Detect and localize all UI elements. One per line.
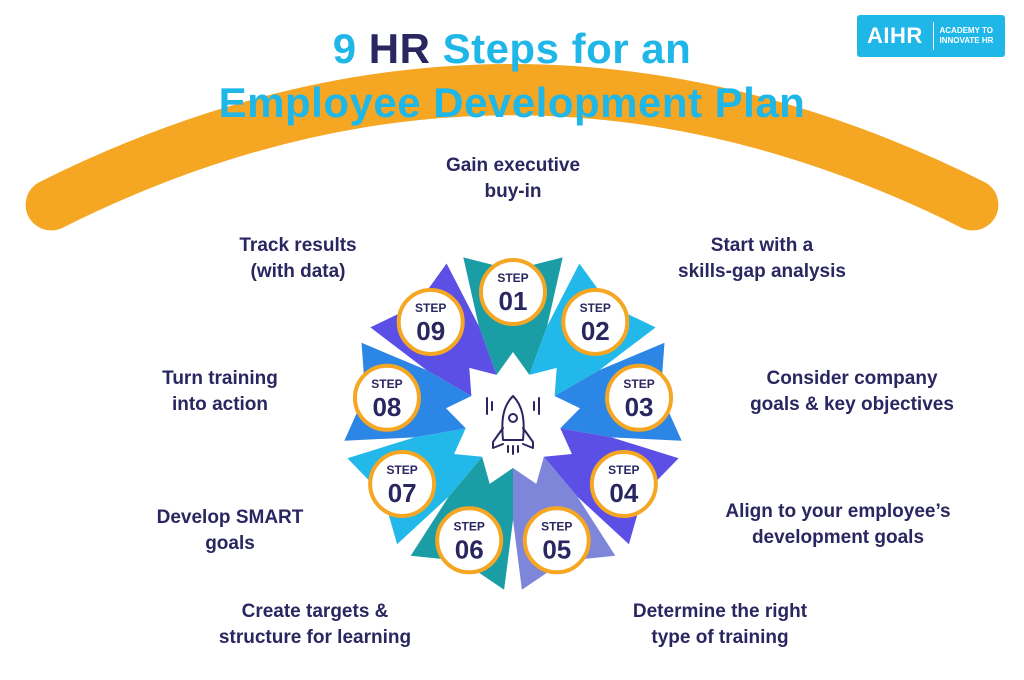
step-04-line-1: Align to your employee’s [725, 501, 951, 522]
step-09-label: Track results (with data) [198, 233, 398, 285]
logo-tagline-2: INNOVATE HR [939, 36, 994, 45]
logo-divider [932, 22, 934, 50]
step-03-badge-ring [605, 363, 674, 432]
step-08-number: 08 [372, 392, 401, 422]
logo-tagline: ACADEMY TO INNOVATE HR [939, 26, 1005, 46]
step-09-badge-ring [396, 287, 465, 356]
step-08-label: Turn training into action [130, 366, 310, 418]
step-06-badge-ring [435, 506, 504, 575]
step-05-badge-ring [522, 506, 591, 575]
step-06-label: Create targets & structure for learning [200, 599, 430, 651]
step-02-label: Start with a skills-gap analysis [662, 233, 862, 285]
hr-underline-decoration [25, 64, 999, 231]
page-title: 9 HR Steps for an Employee Development P… [0, 22, 1024, 130]
step-04-word: STEP [608, 463, 639, 477]
step-09-line-2: (with data) [250, 261, 346, 282]
title-line-1: 9 HR Steps for an [0, 22, 1024, 76]
step-07-line-1: Develop SMART [156, 507, 304, 528]
step-05-label: Determine the right type of training [610, 599, 830, 651]
step-07-label: Develop SMART goals [140, 505, 320, 557]
step-02-badge-ring [561, 287, 630, 356]
step-01-line-1: Gain executive [445, 155, 581, 176]
step-02-word: STEP [580, 301, 611, 315]
step-06-line-2: structure for learning [218, 627, 412, 648]
step-02-line-1: Start with a [710, 235, 814, 256]
step-07-badge-ring [368, 450, 437, 518]
step-04-label: Align to your employee’s development goa… [708, 499, 968, 551]
title-line-2: Employee Development Plan [218, 79, 806, 126]
step-01-label: Gain executive buy-in [413, 153, 613, 205]
step-03-number: 03 [625, 392, 654, 422]
step-08-word: STEP [371, 377, 402, 391]
step-02-line-2: skills-gap analysis [678, 261, 846, 282]
step-09-word: STEP [415, 301, 446, 315]
step-06-line-1: Create targets & [241, 601, 389, 622]
step-07-number: 07 [388, 478, 417, 508]
step-03-word: STEP [623, 377, 654, 391]
step-01-line-2: buy-in [484, 181, 542, 202]
step-07-line-2: goals [205, 533, 255, 554]
step-01-number: 01 [499, 286, 528, 316]
step-08-badge-ring [352, 363, 421, 432]
step-06-number: 06 [455, 534, 484, 564]
step-02-number: 02 [581, 316, 610, 346]
step-05-number: 05 [542, 534, 571, 564]
step-05-line-1: Determine the right [632, 601, 808, 622]
rocket-icon [486, 395, 540, 455]
step-04-line-2: development goals [751, 527, 925, 548]
title-hr: HR [368, 25, 431, 72]
logo-tagline-1: ACADEMY TO [939, 26, 993, 35]
aihr-logo: AIHR ACADEMY TO INNOVATE HR [857, 15, 1005, 57]
center-star [446, 352, 580, 484]
step-05-line-2: type of training [651, 627, 789, 648]
step-07-word: STEP [386, 463, 417, 477]
step-05-word: STEP [541, 519, 572, 533]
step-03-label: Consider company goals & key objectives [732, 366, 972, 418]
step-04-badge-ring [589, 450, 658, 518]
step-03-line-1: Consider company [766, 368, 938, 389]
step-01-badge-ring [479, 258, 547, 326]
step-04-number: 04 [609, 478, 638, 508]
step-08-line-2: into action [171, 394, 269, 415]
step-01-word: STEP [497, 271, 528, 285]
step-09-number: 09 [416, 316, 445, 346]
step-06-word: STEP [454, 519, 485, 533]
center-hub [446, 352, 580, 484]
step-03-line-2: goals & key objectives [750, 394, 954, 415]
step-09-line-1: Track results [239, 235, 357, 256]
logo-mark: AIHR [867, 23, 923, 48]
title-prefix: 9 [332, 25, 369, 72]
title-suffix: Steps for an [430, 25, 692, 72]
step-08-line-1: Turn training [162, 368, 278, 389]
